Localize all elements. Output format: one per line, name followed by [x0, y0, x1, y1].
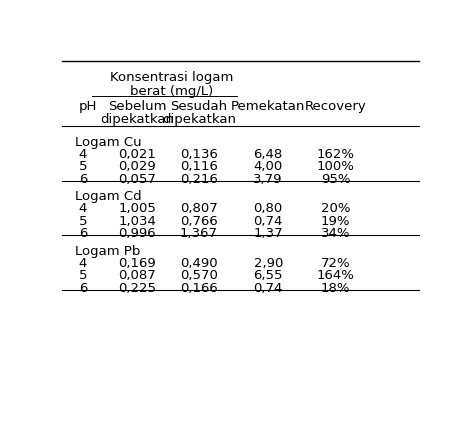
Text: dipekatkan: dipekatkan	[100, 113, 174, 126]
Text: 0,087: 0,087	[118, 269, 156, 283]
Text: 0,74: 0,74	[253, 282, 283, 295]
Text: 1,367: 1,367	[180, 227, 218, 240]
Text: 0,807: 0,807	[180, 202, 218, 215]
Text: 5: 5	[79, 215, 87, 228]
Text: 18%: 18%	[321, 282, 350, 295]
Text: 0,136: 0,136	[180, 148, 218, 161]
Text: 4: 4	[79, 202, 87, 215]
Text: 0,996: 0,996	[118, 227, 156, 240]
Text: 0,225: 0,225	[118, 282, 156, 295]
Text: 0,166: 0,166	[180, 282, 218, 295]
Text: 0,057: 0,057	[118, 173, 156, 186]
Text: Sebelum: Sebelum	[108, 100, 166, 113]
Text: Logam Cd: Logam Cd	[75, 190, 142, 203]
Text: 72%: 72%	[321, 257, 351, 270]
Text: 6,48: 6,48	[254, 148, 283, 161]
Text: Logam Pb: Logam Pb	[75, 245, 141, 258]
Text: 4: 4	[79, 148, 87, 161]
Text: 0,570: 0,570	[180, 269, 218, 283]
Text: 6: 6	[79, 227, 87, 240]
Text: 0,029: 0,029	[118, 160, 156, 173]
Text: 0,169: 0,169	[118, 257, 156, 270]
Text: 1,034: 1,034	[118, 215, 156, 228]
Text: 0,80: 0,80	[254, 202, 283, 215]
Text: 5: 5	[79, 160, 87, 173]
Text: 0,021: 0,021	[118, 148, 156, 161]
Text: 0,216: 0,216	[180, 173, 218, 186]
Text: 0,74: 0,74	[253, 215, 283, 228]
Text: 6,55: 6,55	[253, 269, 283, 283]
Text: 19%: 19%	[321, 215, 350, 228]
Text: 0,116: 0,116	[180, 160, 218, 173]
Text: 3,79: 3,79	[253, 173, 283, 186]
Text: Sesudah: Sesudah	[171, 100, 227, 113]
Text: 6: 6	[79, 282, 87, 295]
Text: pH: pH	[79, 100, 97, 113]
Text: 20%: 20%	[321, 202, 350, 215]
Text: 0,766: 0,766	[180, 215, 218, 228]
Text: Pemekatan: Pemekatan	[231, 100, 306, 113]
Text: Recovery: Recovery	[305, 100, 367, 113]
Text: 1,005: 1,005	[118, 202, 156, 215]
Text: berat (mg/L): berat (mg/L)	[130, 85, 213, 98]
Text: 95%: 95%	[321, 173, 350, 186]
Text: Logam Cu: Logam Cu	[75, 135, 142, 148]
Text: dipekatkan: dipekatkan	[162, 113, 236, 126]
Text: 1,37: 1,37	[253, 227, 283, 240]
Text: 6: 6	[79, 173, 87, 186]
Text: 164%: 164%	[317, 269, 354, 283]
Text: 0,490: 0,490	[180, 257, 218, 270]
Text: 2,90: 2,90	[253, 257, 283, 270]
Text: 162%: 162%	[317, 148, 354, 161]
Text: 4,00: 4,00	[254, 160, 283, 173]
Text: 100%: 100%	[317, 160, 354, 173]
Text: 34%: 34%	[321, 227, 350, 240]
Text: 5: 5	[79, 269, 87, 283]
Text: 4: 4	[79, 257, 87, 270]
Text: Konsentrasi logam: Konsentrasi logam	[110, 71, 234, 84]
